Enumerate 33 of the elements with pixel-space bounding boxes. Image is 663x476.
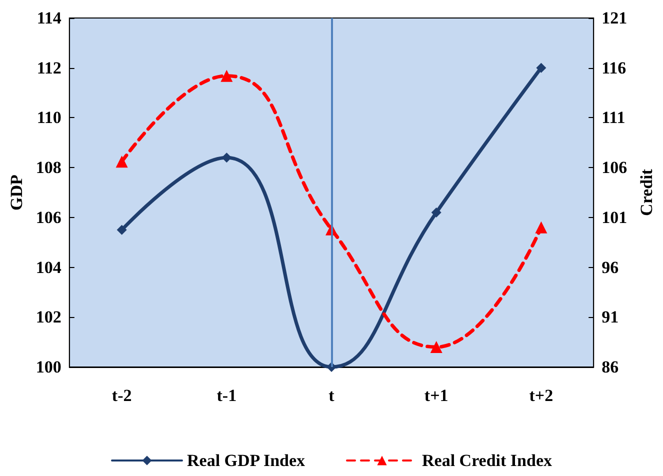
x-tick-label: t — [328, 386, 335, 405]
point — [116, 224, 127, 235]
x-tick-label: t-2 — [112, 386, 132, 405]
point — [220, 70, 233, 82]
point — [430, 341, 442, 354]
legend-label: Real Credit Index — [422, 451, 553, 470]
y2-tick-label: 101 — [602, 208, 628, 227]
y-tick-label: 100 — [36, 358, 62, 376]
y-tick-label: 110 — [36, 108, 62, 128]
legend-label: Real GDP Index — [186, 451, 306, 470]
x-tick-label: t+2 — [529, 386, 554, 405]
x-tick-label: t-1 — [216, 386, 237, 405]
point — [222, 152, 232, 163]
y2-axis-title: Credit — [637, 168, 656, 216]
y-axis-title: GDP — [7, 174, 26, 210]
y2-tick-label: 106 — [602, 158, 628, 178]
y2-tick-label: 91 — [602, 308, 619, 327]
y-tick-label: 102 — [36, 308, 62, 327]
y-tick-label: 114 — [36, 8, 62, 28]
x-tick-label: t+1 — [424, 386, 448, 405]
point — [431, 207, 442, 218]
point — [116, 156, 128, 168]
y-tick-label: 104 — [36, 258, 62, 277]
y-tick-label: 112 — [36, 58, 62, 78]
y2-tick-label: 96 — [602, 258, 619, 277]
y2-tick-label: 111 — [602, 108, 626, 128]
y-tick-label: 108 — [36, 158, 62, 178]
y2-tick-label: 116 — [602, 58, 626, 78]
y2-tick-label: 86 — [602, 358, 619, 376]
y-tick-label: 106 — [36, 208, 62, 227]
point — [535, 221, 548, 234]
point — [536, 62, 546, 73]
y2-tick-label: 121 — [602, 8, 628, 28]
